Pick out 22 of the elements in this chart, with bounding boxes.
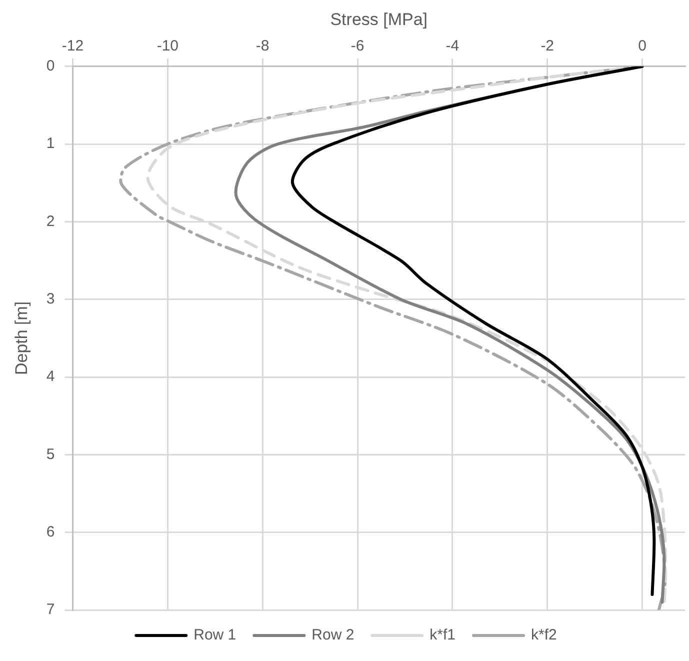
x-tick-label: -6 xyxy=(350,38,364,55)
x-tick-label: -8 xyxy=(256,38,270,55)
y-axis-title: Depth [m] xyxy=(12,301,31,376)
y-tick-label: 3 xyxy=(46,290,55,308)
legend-label: Row 2 xyxy=(312,626,354,644)
legend-label: Row 1 xyxy=(194,626,236,644)
x-tick-label: 0 xyxy=(638,38,646,55)
line-series xyxy=(290,66,656,596)
y-tick-label: 6 xyxy=(46,523,55,540)
x-axis-title: Stress [MPa] xyxy=(330,10,428,29)
x-tick-label: -10 xyxy=(156,38,179,55)
y-tick-label: 0 xyxy=(46,58,55,75)
y-tick-label: 1 xyxy=(46,135,55,152)
x-tick-label: -2 xyxy=(540,38,554,55)
y-tick-label: 7 xyxy=(46,601,55,618)
x-tick-label: -4 xyxy=(446,38,460,55)
x-tick-label: -12 xyxy=(62,38,84,55)
y-tick-label: 5 xyxy=(46,446,55,463)
legend-label: k*f1 xyxy=(430,626,456,644)
legend-label: k*f2 xyxy=(531,626,557,644)
y-tick-label: 4 xyxy=(46,368,55,386)
y-tick-label: 2 xyxy=(46,212,55,230)
